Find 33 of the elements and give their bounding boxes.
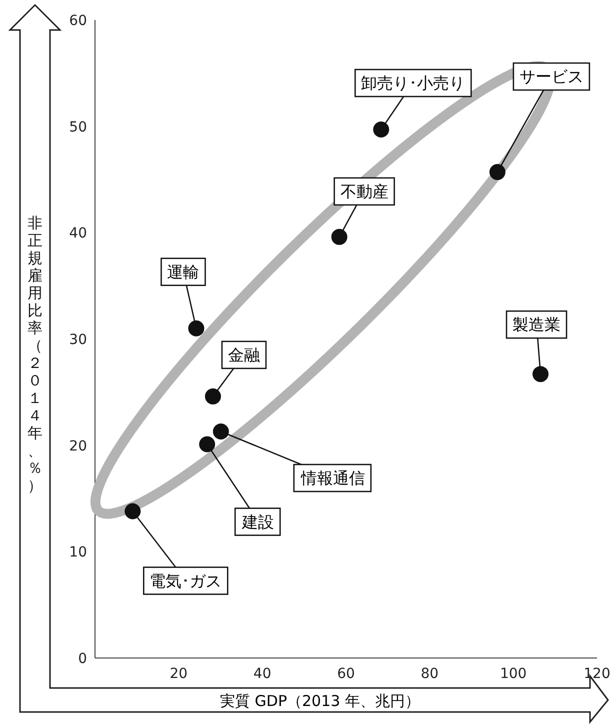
point [204,388,221,404]
point [373,122,390,138]
x-tick-label: 60 [337,666,355,682]
point [489,164,506,180]
annotation: 運輸 [167,262,200,282]
x-tick-label: 120 [584,666,610,682]
y-tick-label: 50 [69,119,87,136]
annotation: 製造業 [512,315,561,334]
point [199,436,216,452]
annotation: 卸売り･小売り [361,74,466,93]
point [331,228,348,245]
x-tick-label: 80 [420,666,439,682]
x-tick-label: 40 [253,666,272,682]
annotation: 不動産 [340,182,388,201]
y-tick-label: 40 [69,226,87,242]
point [212,424,229,440]
x-axis-title: 実質 GDP（2013 年、兆円） [220,692,420,710]
annotation: 情報通信 [300,468,365,488]
x-tick-label: 20 [170,666,188,682]
point [188,320,204,336]
y-tick-label: 60 [69,13,87,29]
x-tick-label: 100 [500,666,527,682]
annotation: 金融 [228,345,260,364]
y-tick-label: 0 [78,651,87,667]
y-tick-label: 10 [69,544,87,561]
point [124,503,141,520]
annotation: 建設 [241,512,274,532]
text: 非正規雇用比率（２０１４年、％） [28,214,42,494]
y-tick-label: 30 [69,332,87,348]
annotation: 電気･ガス [150,571,222,590]
point [532,366,549,382]
annotation: サービス [519,67,584,86]
y-tick-label: 20 [69,438,87,454]
